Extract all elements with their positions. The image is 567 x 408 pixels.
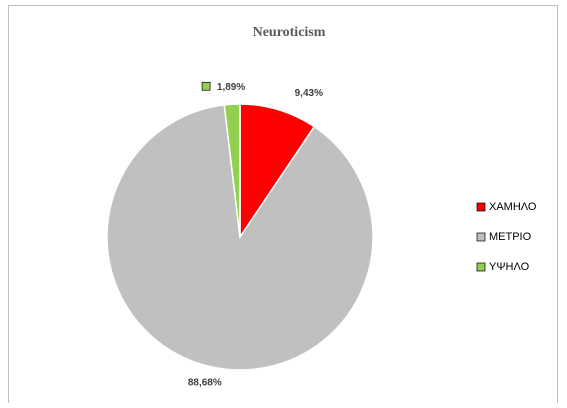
legend-label: ΥΨΗΛΟ — [489, 261, 530, 273]
legend-key — [476, 262, 486, 272]
data-label-key — [201, 81, 211, 91]
legend-key — [476, 202, 486, 212]
pie-slice — [223, 103, 241, 238]
legend-label: ΧΑΜΗΛΟ — [489, 201, 537, 213]
data-label: 1,89% — [217, 82, 245, 93]
legend-key — [476, 232, 486, 242]
pie-slice — [239, 103, 316, 240]
legend-label: ΜΕΤΡΙΟ — [489, 231, 532, 243]
data-label: 9,43% — [295, 88, 323, 99]
data-label: 88,68% — [188, 377, 222, 388]
pie-slice — [106, 104, 374, 371]
chart-title: Neuroticism — [253, 25, 326, 40]
